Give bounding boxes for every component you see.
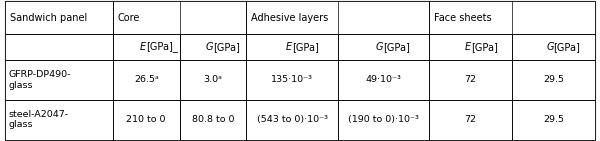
Bar — [512, 60, 595, 100]
Text: [GPa]: [GPa] — [213, 42, 240, 52]
Bar — [5, 1, 113, 34]
Text: [GPa]: [GPa] — [470, 42, 497, 52]
Text: 72: 72 — [464, 75, 476, 84]
Bar — [113, 1, 246, 34]
Bar — [179, 34, 246, 60]
Text: steel-A2047-
glass: steel-A2047- glass — [8, 110, 68, 129]
Bar — [429, 100, 512, 140]
Text: G: G — [376, 42, 383, 52]
Text: [GPa]: [GPa] — [554, 42, 580, 52]
Bar — [338, 34, 429, 60]
Bar — [113, 100, 179, 140]
Text: 72: 72 — [464, 115, 476, 124]
Text: E: E — [464, 42, 470, 52]
Text: (543 to 0)·10⁻³: (543 to 0)·10⁻³ — [257, 115, 328, 124]
Bar — [429, 60, 512, 100]
Text: G: G — [205, 42, 213, 52]
Text: G: G — [546, 42, 554, 52]
Bar — [113, 60, 179, 100]
Bar — [5, 60, 113, 100]
Bar — [246, 34, 338, 60]
Bar — [338, 100, 429, 140]
Text: Core: Core — [118, 13, 140, 23]
Bar — [5, 100, 113, 140]
Bar — [179, 100, 246, 140]
Text: 26.5ᵃ: 26.5ᵃ — [134, 75, 158, 84]
Text: 29.5: 29.5 — [543, 115, 564, 124]
Bar — [512, 34, 595, 60]
Bar — [429, 34, 512, 60]
Text: Sandwich panel: Sandwich panel — [10, 13, 87, 23]
Text: 3.0ᵃ: 3.0ᵃ — [203, 75, 223, 84]
Text: 29.5: 29.5 — [543, 75, 564, 84]
Bar — [429, 1, 595, 34]
Text: (190 to 0)·10⁻³: (190 to 0)·10⁻³ — [348, 115, 419, 124]
Bar — [179, 60, 246, 100]
Text: 210 to 0: 210 to 0 — [127, 115, 166, 124]
Bar — [113, 34, 179, 60]
Bar — [5, 34, 113, 60]
Bar — [246, 100, 338, 140]
Text: 80.8 to 0: 80.8 to 0 — [191, 115, 234, 124]
Text: E: E — [286, 42, 292, 52]
Bar — [338, 60, 429, 100]
Bar — [246, 60, 338, 100]
Bar — [246, 1, 429, 34]
Text: E: E — [140, 42, 146, 52]
Text: Face sheets: Face sheets — [434, 13, 492, 23]
Text: [GPa]: [GPa] — [292, 42, 319, 52]
Text: 135·10⁻³: 135·10⁻³ — [271, 75, 313, 84]
Text: GFRP-DP490-
glass: GFRP-DP490- glass — [8, 70, 71, 90]
Text: [GPa]_: [GPa]_ — [146, 42, 178, 52]
Text: [GPa]: [GPa] — [383, 42, 410, 52]
Text: Adhesive layers: Adhesive layers — [251, 13, 328, 23]
Text: 49·10⁻³: 49·10⁻³ — [365, 75, 401, 84]
Bar — [512, 100, 595, 140]
